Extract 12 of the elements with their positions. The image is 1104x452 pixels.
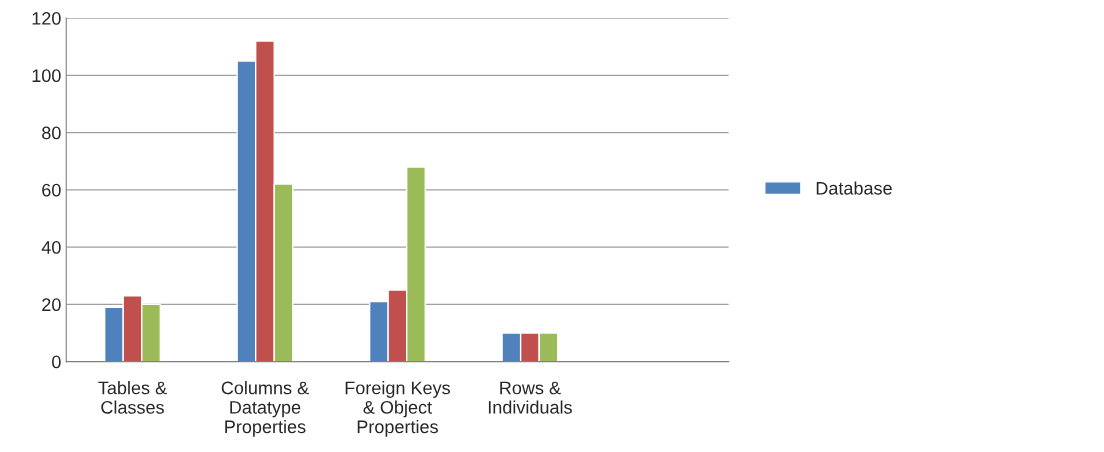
y-tick-label: 0 — [52, 355, 61, 369]
y-tick-label: 120 — [32, 12, 61, 25]
legend-label: Database — [816, 181, 892, 195]
x-tick-label: Tables & Classes — [98, 381, 167, 414]
y-tick-label: 100 — [32, 69, 61, 83]
x-tick-label: Rows & Individuals — [488, 381, 572, 414]
y-tick-label: 20 — [42, 298, 61, 312]
y-tick-label: 40 — [41, 241, 61, 254]
y-tick-label: 80 — [42, 126, 61, 140]
y-tick-label: 60 — [42, 183, 61, 197]
x-tick-label: Foreign Keys & Object Properties — [345, 381, 450, 437]
x-tick-label: Columns & Datatype Properties — [221, 381, 309, 437]
